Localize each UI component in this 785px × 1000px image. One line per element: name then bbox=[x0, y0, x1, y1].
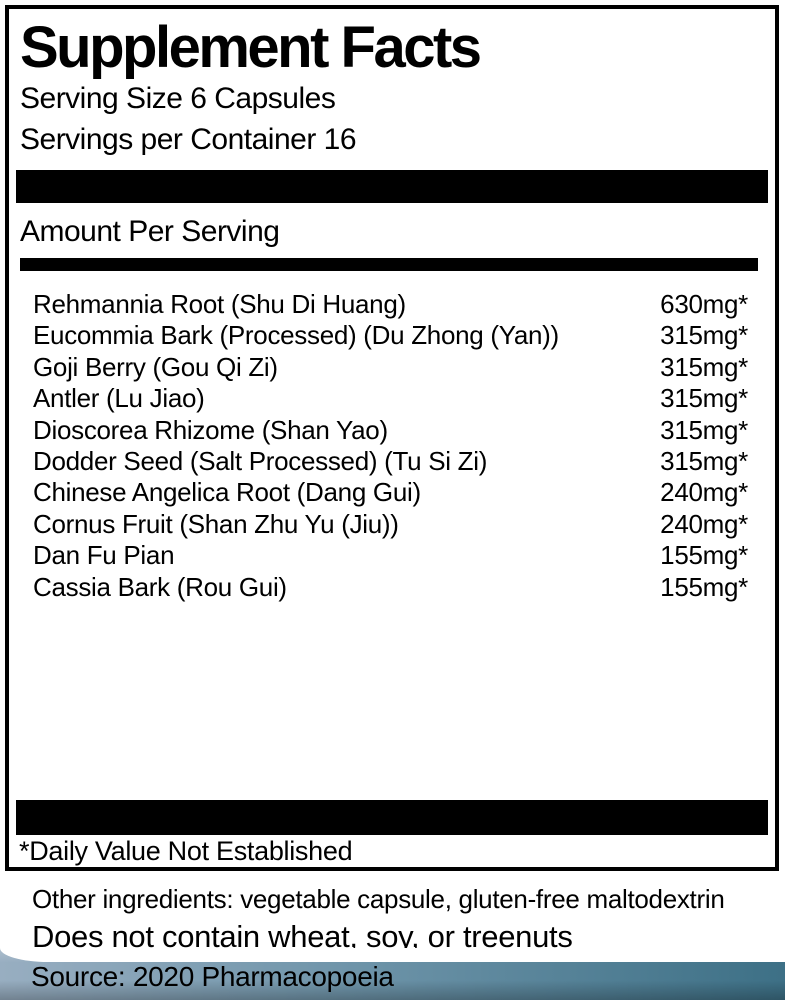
ingredient-row: Cornus Fruit (Shan Zhu Yu (Jiu)) 240mg* bbox=[33, 509, 748, 540]
ingredient-name: Cornus Fruit (Shan Zhu Yu (Jiu)) bbox=[33, 508, 399, 539]
ingredient-amount: 315mg* bbox=[660, 383, 748, 414]
ingredient-name: Cassia Bark (Rou Gui) bbox=[33, 571, 287, 602]
ingredient-row: Antler (Lu Jiao) 315mg* bbox=[33, 383, 748, 414]
divider-bar-thick bbox=[16, 800, 768, 836]
ingredient-name: Goji Berry (Gou Qi Zi) bbox=[33, 351, 278, 382]
ingredient-amount: 315mg* bbox=[660, 320, 748, 351]
ingredient-row: Rehmannia Root (Shu Di Huang) 630mg* bbox=[33, 289, 748, 320]
ingredient-name: Antler (Lu Jiao) bbox=[33, 383, 205, 414]
allergen-statement: Does not contain wheat, soy, or treenuts bbox=[32, 919, 573, 954]
supplement-facts-panel: Supplement Facts Serving Size 6 Capsules… bbox=[5, 5, 779, 871]
ingredient-row: Eucommia Bark (Processed) (Du Zhong (Yan… bbox=[33, 320, 748, 351]
source-line: Source: 2020 Pharmacopoeia bbox=[31, 961, 394, 992]
divider-bar-thick bbox=[16, 170, 768, 203]
other-ingredients: Other ingredients: vegetable capsule, gl… bbox=[32, 884, 725, 914]
ingredient-amount: 240mg* bbox=[660, 508, 748, 539]
ingredient-amount: 240mg* bbox=[660, 477, 748, 508]
ingredient-name: Rehmannia Root (Shu Di Huang) bbox=[33, 289, 406, 319]
ingredient-amount: 315mg* bbox=[660, 446, 748, 477]
ingredient-name: Dan Fu Pian bbox=[33, 540, 175, 571]
ingredient-name: Dioscorea Rhizome (Shan Yao) bbox=[33, 414, 388, 445]
serving-size: Serving Size 6 Capsules bbox=[20, 82, 336, 115]
amount-per-serving-heading: Amount Per Serving bbox=[20, 215, 280, 248]
ingredient-amount: 155mg* bbox=[660, 571, 748, 602]
panel-title: Supplement Facts bbox=[20, 15, 482, 80]
ingredient-list: Rehmannia Root (Shu Di Huang) 630mg* Euc… bbox=[33, 289, 748, 603]
ingredient-row: Dan Fu Pian 155mg* bbox=[33, 540, 748, 571]
servings-per-container: Servings per Container 16 bbox=[20, 123, 357, 156]
ingredient-amount: 315mg* bbox=[660, 351, 748, 382]
ingredient-row: Dodder Seed (Salt Processed) (Tu Si Zi) … bbox=[33, 446, 748, 477]
ingredient-row: Dioscorea Rhizome (Shan Yao) 315mg* bbox=[33, 415, 748, 446]
ingredient-amount: 315mg* bbox=[660, 414, 748, 445]
ingredient-row: Goji Berry (Gou Qi Zi) 315mg* bbox=[33, 352, 748, 383]
daily-value-note: *Daily Value Not Established bbox=[19, 836, 353, 867]
label-accent-band: Source: 2020 Pharmacopoeia bbox=[0, 948, 785, 1000]
ingredient-row: Cassia Bark (Rou Gui) 155mg* bbox=[33, 572, 748, 603]
ingredient-row: Chinese Angelica Root (Dang Gui) 240mg* bbox=[33, 477, 748, 508]
ingredient-amount: 630mg* bbox=[660, 289, 748, 319]
ingredient-name: Eucommia Bark (Processed) (Du Zhong (Yan… bbox=[33, 320, 559, 351]
band-rounded-notch bbox=[0, 948, 785, 962]
ingredient-name: Dodder Seed (Salt Processed) (Tu Si Zi) bbox=[33, 446, 488, 477]
divider-bar-thin bbox=[20, 258, 758, 271]
ingredient-amount: 155mg* bbox=[660, 540, 748, 571]
ingredient-name: Chinese Angelica Root (Dang Gui) bbox=[33, 477, 421, 508]
